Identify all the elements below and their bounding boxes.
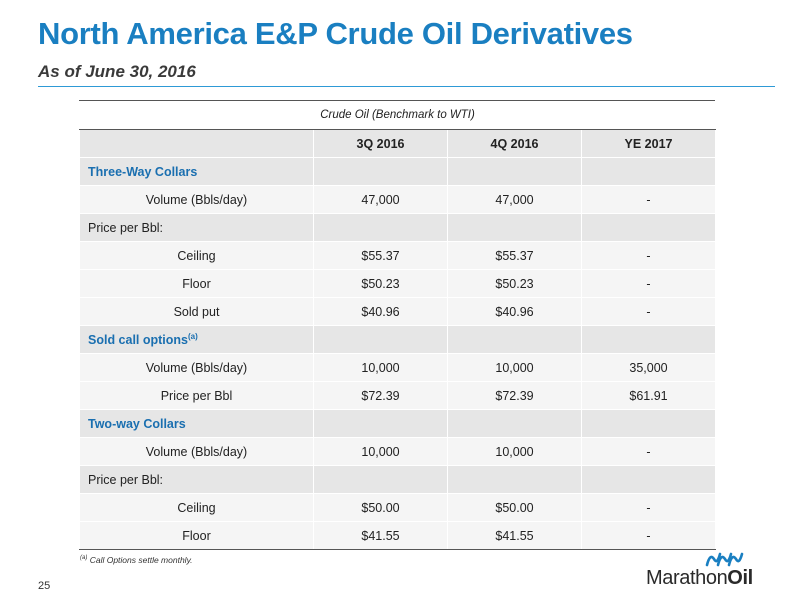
cell-3q2016: 47,000: [313, 185, 448, 214]
cell-4q2016: [447, 325, 582, 354]
benchmark-header: Crude Oil (Benchmark to WTI): [78, 100, 717, 130]
section-label-text: Sold call options: [88, 333, 189, 348]
cell-4q2016: [447, 213, 582, 242]
row-label: Sold put: [79, 297, 314, 326]
section-label: Two-way Collars: [79, 409, 314, 438]
cell-3q2016: 10,000: [313, 437, 448, 466]
cell-4q2016: $50.00: [447, 493, 582, 522]
cell-ye2017: -: [580, 521, 717, 550]
footnote-marker: (a): [80, 555, 88, 562]
table-row: Floor $41.55 $41.55 -: [79, 521, 717, 550]
table-row: Volume (Bbls/day) 10,000 10,000 -: [79, 437, 717, 466]
table-row: Volume (Bbls/day) 47,000 47,000 -: [79, 185, 717, 214]
section-label: Three-Way Collars: [79, 157, 314, 186]
row-label: Volume (Bbls/day): [79, 185, 314, 214]
logo-wordmark-part2: Oil: [727, 567, 753, 589]
cell-4q2016: 10,000: [447, 353, 582, 382]
cell-4q2016: $55.37: [447, 241, 582, 270]
cell-4q2016: [447, 409, 582, 438]
benchmark-row: Crude Oil (Benchmark to WTI): [78, 100, 717, 130]
cell-ye2017: -: [580, 297, 717, 326]
derivatives-table: Crude Oil (Benchmark to WTI) 3Q 2016 4Q …: [78, 100, 717, 550]
cell-ye2017: -: [580, 269, 717, 298]
cell-ye2017: -: [580, 493, 717, 522]
row-label: Volume (Bbls/day): [79, 353, 314, 382]
row-label: Volume (Bbls/day): [79, 437, 314, 466]
column-header-row: 3Q 2016 4Q 2016 YE 2017: [79, 129, 717, 158]
cell-ye2017: [580, 157, 717, 186]
cell-3q2016: [313, 409, 448, 438]
page-subtitle: As of June 30, 2016: [38, 62, 196, 81]
table-row: Volume (Bbls/day) 10,000 10,000 35,000: [79, 353, 717, 382]
cell-3q2016: $41.55: [313, 521, 448, 550]
page-title: North America E&P Crude Oil Derivatives: [38, 16, 633, 51]
row-label: Floor: [79, 269, 314, 298]
cell-4q2016: $40.96: [447, 297, 582, 326]
cell-3q2016: $50.00: [313, 493, 448, 522]
table-row: Ceiling $50.00 $50.00 -: [79, 493, 717, 522]
cell-3q2016: [313, 325, 448, 354]
column-header-3q2016: 3Q 2016: [313, 129, 448, 158]
cell-4q2016: [447, 465, 582, 494]
wave-logo-icon: [705, 552, 744, 567]
footnote-text: Call Options settle monthly.: [89, 555, 193, 565]
table-row: Price per Bbl:: [79, 213, 717, 242]
footnote-marker: (a): [188, 331, 198, 341]
cell-ye2017: $61.91: [580, 381, 717, 410]
row-label: Floor: [79, 521, 314, 550]
cell-4q2016: 47,000: [447, 185, 582, 214]
table-row: Sold call options(a): [79, 325, 717, 354]
title-divider: [38, 86, 775, 87]
table-row: Ceiling $55.37 $55.37 -: [79, 241, 717, 270]
cell-4q2016: [447, 157, 582, 186]
cell-3q2016: $40.96: [313, 297, 448, 326]
cell-ye2017: [580, 325, 717, 354]
row-label: Price per Bbl: [79, 381, 314, 410]
cell-3q2016: 10,000: [313, 353, 448, 382]
column-header-ye2017: YE 2017: [580, 129, 717, 158]
logo-wordmark: MarathonOil: [646, 567, 753, 590]
cell-3q2016: [313, 213, 448, 242]
table-row: Two-way Collars: [79, 409, 717, 438]
row-label: Ceiling: [79, 241, 314, 270]
table-row: Floor $50.23 $50.23 -: [79, 269, 717, 298]
page-number: 25: [38, 580, 51, 592]
cell-ye2017: 35,000: [580, 353, 717, 382]
cell-ye2017: -: [580, 437, 717, 466]
column-header-blank: [79, 129, 314, 158]
cell-3q2016: [313, 465, 448, 494]
cell-ye2017: -: [580, 185, 717, 214]
table-row: Price per Bbl $72.39 $72.39 $61.91: [79, 381, 717, 410]
cell-ye2017: [580, 213, 717, 242]
table-row: Three-Way Collars: [79, 157, 717, 186]
row-label: Price per Bbl:: [79, 465, 314, 494]
footnote: (a) Call Options settle monthly.: [80, 555, 193, 565]
cell-3q2016: $55.37: [313, 241, 448, 270]
cell-4q2016: $41.55: [447, 521, 582, 550]
cell-ye2017: [580, 409, 717, 438]
table-row: Sold put $40.96 $40.96 -: [79, 297, 717, 326]
cell-4q2016: $50.23: [447, 269, 582, 298]
column-header-4q2016: 4Q 2016: [447, 129, 582, 158]
cell-4q2016: $72.39: [447, 381, 582, 410]
cell-ye2017: [580, 465, 717, 494]
section-label: Sold call options(a): [79, 325, 314, 354]
cell-ye2017: -: [580, 241, 717, 270]
row-label: Price per Bbl:: [79, 213, 314, 242]
cell-3q2016: $72.39: [313, 381, 448, 410]
cell-3q2016: [313, 157, 448, 186]
table-row: Price per Bbl:: [79, 465, 717, 494]
row-label: Ceiling: [79, 493, 314, 522]
cell-4q2016: 10,000: [447, 437, 582, 466]
logo-wordmark-part1: Marathon: [646, 567, 728, 589]
marathon-oil-logo: MarathonOil: [646, 551, 766, 591]
cell-3q2016: $50.23: [313, 269, 448, 298]
